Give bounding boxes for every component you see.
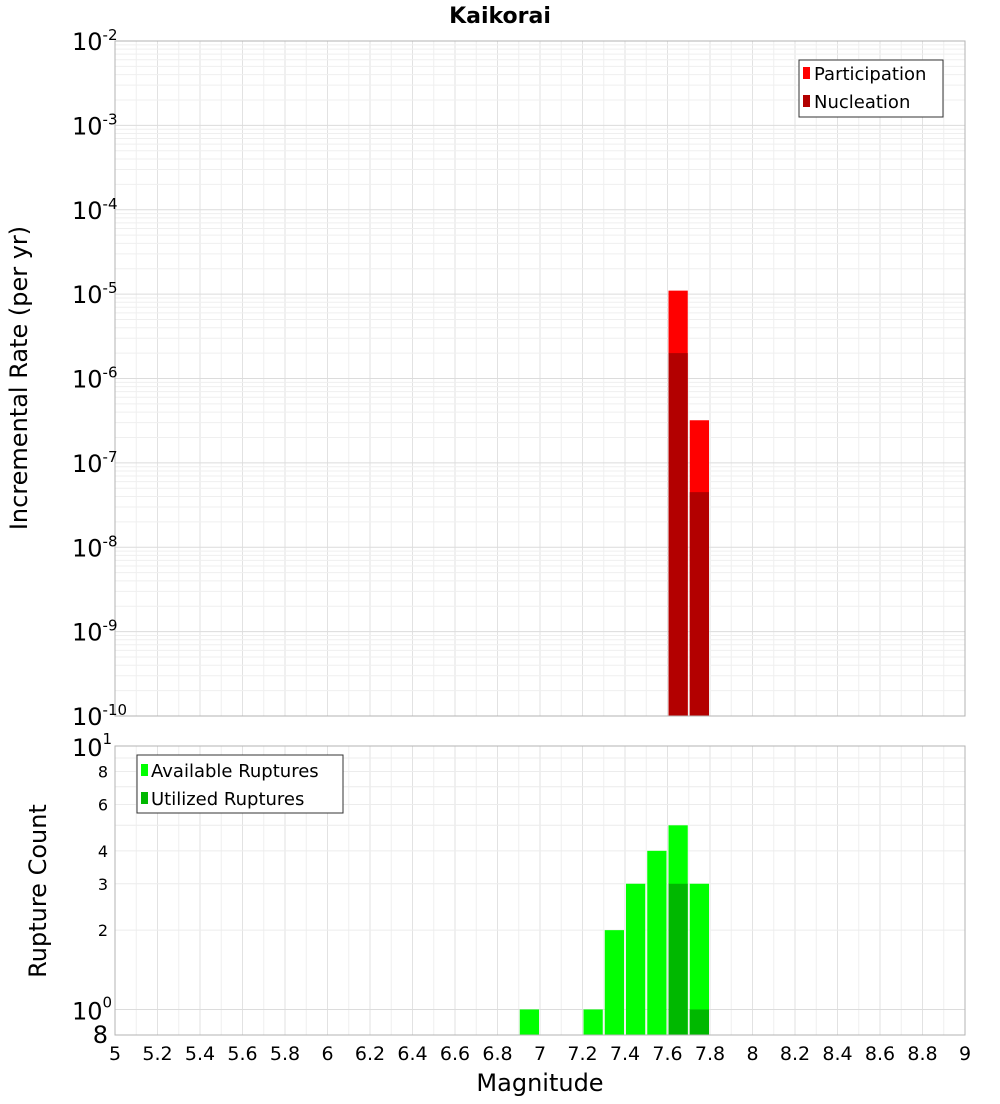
x-tick-label: 7	[534, 1043, 546, 1065]
rate-y-tick-label: 10-9	[72, 617, 118, 647]
legend-utilized-label: Utilized Ruptures	[151, 789, 304, 810]
x-tick-label: 8.4	[822, 1043, 852, 1065]
legend-nucleation-label: Nucleation	[814, 92, 910, 113]
x-tick-label: 5.8	[270, 1043, 300, 1065]
legend-participation-label: Participation	[814, 64, 926, 85]
rate-y-tick-label: 10-10	[72, 701, 127, 731]
utilized-ruptures-bar	[668, 883, 688, 1035]
x-tick-label: 6	[321, 1043, 333, 1065]
x-tick-label: 5.2	[142, 1043, 172, 1065]
x-tick-labels: 5 5.2 5.4 5.6 5.8 6 6.2 6.4 6.6 6.8 7 7.2 7.4 7.6 7.8 8…	[109, 1043, 971, 1065]
x-tick-label: 5.6	[227, 1043, 257, 1065]
rate-y-tick-label: 10-2	[72, 26, 118, 56]
rate-y-tick-label: 10-8	[72, 532, 118, 562]
available-ruptures-bar	[604, 930, 624, 1035]
count-y-minor-tick-label: 4	[98, 842, 108, 861]
count-y-minor-tick-label: 2	[98, 921, 108, 940]
rate-y-axis-title: Incremental Rate (per yr)	[5, 226, 33, 530]
count-y-major-tick-label: 101	[72, 730, 112, 762]
x-tick-label: 7.4	[610, 1043, 640, 1065]
x-tick-label: 6.2	[355, 1043, 385, 1065]
x-tick-label: 7.2	[567, 1043, 597, 1065]
rate-plot-frame	[114, 40, 966, 717]
available-ruptures-bar	[626, 883, 646, 1035]
x-tick-label: 6.4	[397, 1043, 427, 1065]
rate-panel: 10-2 10-3 10-4 10-5 10-6 10-7 10-8 10-9 10-10 In…	[5, 26, 966, 731]
count-y-axis-title: Rupture Count	[24, 804, 52, 978]
count-bars	[519, 825, 709, 1035]
x-tick-label: 5	[109, 1043, 121, 1065]
rate-legend: Participation Nucleation	[798, 59, 944, 118]
x-tick-label: 6.6	[440, 1043, 470, 1065]
x-tick-label: 8.2	[780, 1043, 810, 1065]
rate-y-tick-label: 10-4	[72, 195, 118, 225]
x-tick-label: 8.6	[865, 1043, 895, 1065]
rate-y-tick-label: 10-6	[72, 364, 118, 394]
x-tick-label: 7.8	[695, 1043, 725, 1065]
nucleation-bar	[689, 492, 709, 716]
x-tick-label: 7.6	[652, 1043, 682, 1065]
count-legend-box	[136, 754, 344, 814]
legend-utilized-swatch	[141, 792, 148, 804]
nucleation-bar	[668, 353, 688, 716]
x-tick-label: 8	[746, 1043, 758, 1065]
rate-gridlines	[114, 41, 966, 717]
count-y-minor-tick-label: 6	[98, 795, 108, 814]
x-tick-label: 5.4	[185, 1043, 215, 1065]
count-y-bottom-tick-label: 8	[93, 1021, 108, 1049]
count-legend: Available Ruptures Utilized Ruptures	[136, 754, 344, 814]
available-ruptures-bar	[689, 883, 709, 1035]
legend-available-swatch	[141, 764, 148, 776]
rate-y-tick-labels: 10-2 10-3 10-4 10-5 10-6 10-7 10-8 10-9 10-10	[72, 26, 127, 731]
count-y-minor-tick-label: 3	[98, 875, 108, 894]
legend-available-label: Available Ruptures	[151, 761, 319, 782]
available-ruptures-bar	[583, 1009, 603, 1035]
count-y-minor-tick-label: 8	[98, 763, 108, 782]
available-ruptures-bar	[647, 850, 667, 1035]
rate-y-tick-label: 10-7	[72, 448, 118, 478]
x-axis-title: Magnitude	[476, 1069, 603, 1097]
x-tick-label: 6.8	[482, 1043, 512, 1065]
legend-nucleation-swatch	[803, 95, 810, 107]
legend-participation-swatch	[803, 67, 810, 79]
x-tick-label: 8.8	[907, 1043, 937, 1065]
rate-y-tick-label: 10-5	[72, 279, 118, 309]
count-y-major-tick-label: 100	[72, 993, 112, 1025]
rate-legend-box	[798, 59, 944, 118]
rate-y-tick-label: 10-3	[72, 110, 118, 140]
utilized-ruptures-bar	[689, 1009, 709, 1035]
rate-bars	[668, 290, 709, 716]
x-tick-label: 9	[959, 1043, 971, 1065]
count-plot-frame	[114, 745, 966, 1036]
chart-title: Kaikorai	[449, 4, 551, 29]
available-ruptures-bar	[519, 1009, 539, 1035]
